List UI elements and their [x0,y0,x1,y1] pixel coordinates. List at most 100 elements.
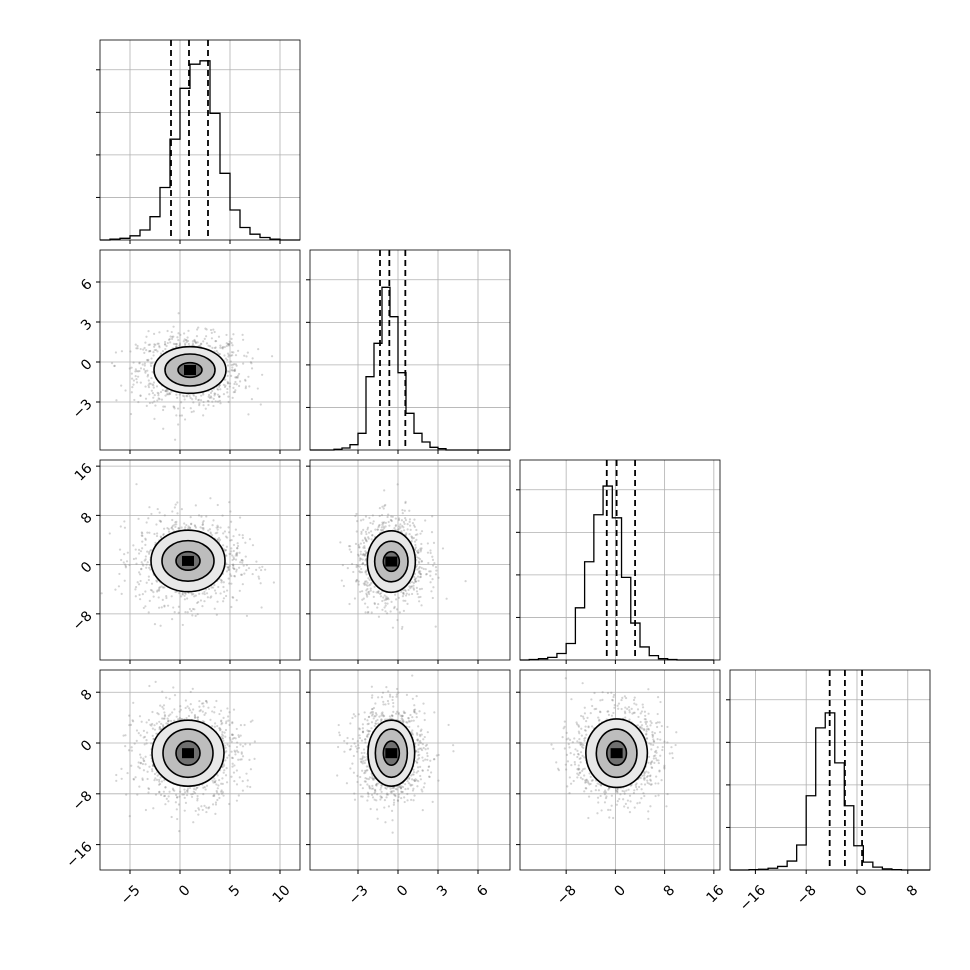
scatter-point [123,526,127,529]
scatter-point [241,779,244,783]
scatter-point [129,723,133,726]
scatter-point [402,710,405,713]
scatter-point [404,589,407,593]
scatter-point [379,595,383,598]
scatter-point [235,799,239,802]
scatter-point [213,330,216,334]
scatter-point [134,595,137,598]
scatter-point [155,580,159,583]
scatter-point [368,578,371,581]
scatter-point [161,350,165,353]
scatter-point [357,564,360,567]
scatter-point [395,598,398,601]
scatter-point [212,781,215,784]
scatter-point [196,328,199,331]
scatter-point [216,393,220,396]
scatter-point [227,344,231,347]
scatter-point [207,807,210,810]
scatter-point [153,532,156,536]
scatter-point [163,717,166,720]
scatter-point [175,715,178,718]
scatter-point [233,368,237,371]
scatter-point [379,592,383,595]
scatter-point [175,393,178,396]
scatter-point [367,792,370,796]
panel-content [310,670,510,870]
scatter-point [241,789,245,792]
scatter-point [233,369,236,372]
scatter-point [219,592,222,595]
scatter-point [156,590,159,593]
scatter-point [141,778,144,781]
scatter-point [217,585,220,589]
scatter-point [430,590,433,593]
scatter-point [359,542,362,545]
scatter-point [218,796,221,800]
scatter-point [377,590,380,593]
scatter-point [247,413,250,416]
scatter-point [222,532,225,535]
scatter-point [134,557,138,560]
scatter-point [205,701,209,704]
scatter-point [240,573,244,576]
scatter-point [197,398,200,402]
scatter-point [184,339,188,342]
scatter-point [173,407,176,410]
scatter-point [188,395,191,398]
scatter-point [452,744,455,747]
scatter-point [191,687,194,690]
scatter-point [249,785,252,789]
scatter-point [162,532,165,536]
scatter-point [134,548,137,551]
scatter-point [230,750,233,753]
scatter-point [223,744,226,747]
scatter-point [359,571,362,574]
density-peak [182,748,194,759]
scatter-point [383,526,386,530]
scatter-point [211,524,214,527]
scatter-point [349,545,352,548]
scatter-point [219,346,222,349]
scatter-point [158,782,162,786]
scatter-point [137,517,140,520]
scatter-point [229,510,232,513]
scatter-point [192,344,195,347]
scatter-point [193,787,196,791]
scatter-point [158,586,162,589]
scatter-point [413,540,417,543]
scatter-point [135,739,138,742]
scatter-point [402,520,405,524]
panel-frame [309,459,511,661]
scatter-point [235,745,239,749]
scatter-point [426,551,430,554]
scatter-point [238,516,242,519]
scatter-point [161,586,165,589]
scatter-point [198,592,201,595]
scatter-point [200,805,203,808]
scatter-point [132,557,136,561]
scatter-point [234,737,237,740]
scatter-point [245,772,248,775]
scatter-point [259,403,262,406]
scatter-point [179,333,182,336]
scatter-point [202,340,205,343]
scatter-point [233,390,237,394]
scatter-point [136,581,139,584]
scatter-point [142,564,145,567]
scatter-point [354,514,357,518]
scatter-point [216,538,219,541]
scatter-point [183,598,186,601]
scatter-point [380,696,384,699]
scatter-point [270,355,274,358]
scatter-point [154,404,157,407]
scatter-point [246,779,249,782]
scatter-point [384,703,387,706]
scatter-point [384,503,387,507]
scatter-point [164,786,167,789]
scatter-point [108,532,111,535]
scatter-point [221,730,224,734]
scatter-point [216,526,220,529]
scatter-point [235,749,239,752]
scatter-point [355,578,359,582]
scatter-point [156,712,159,715]
